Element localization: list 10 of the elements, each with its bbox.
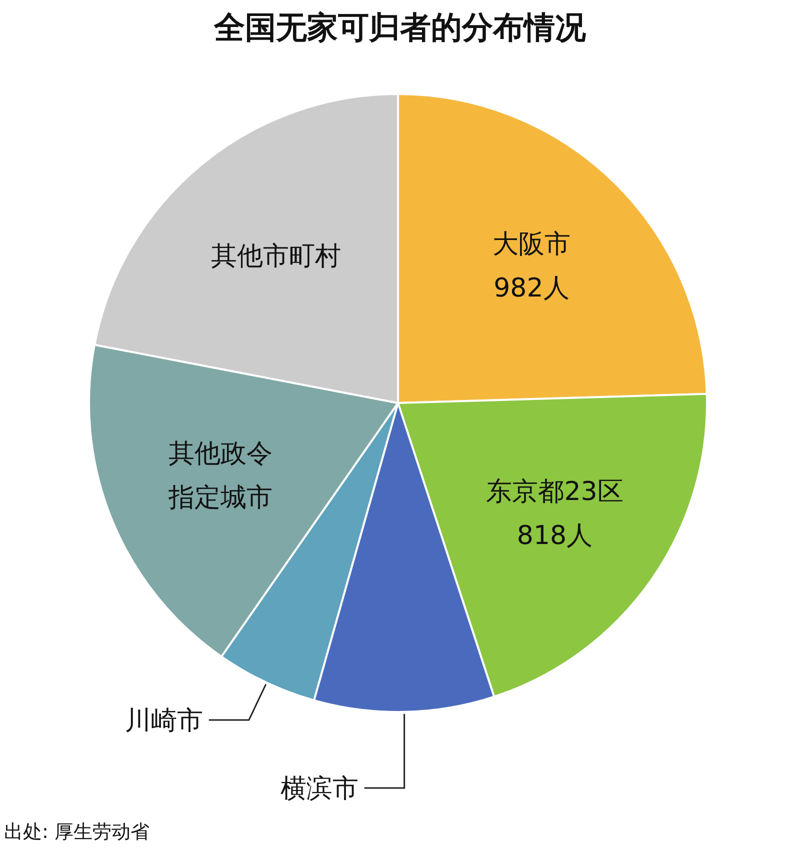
slice-label: 东京都23区	[486, 477, 624, 508]
data-label: 818人	[516, 521, 593, 552]
chart-title: 全国无家可归者的分布情况	[213, 10, 587, 46]
slice-label: 其他市町村	[210, 241, 341, 272]
slice-label: 川崎市	[124, 706, 203, 736]
slice-label: 横滨市	[280, 774, 358, 804]
data-label: 982人	[494, 274, 570, 304]
slice-label: 其他政令指定城市	[168, 439, 273, 514]
text: 出处: 厚生劳动省	[4, 821, 150, 843]
slice-label: 大阪市	[492, 230, 570, 260]
